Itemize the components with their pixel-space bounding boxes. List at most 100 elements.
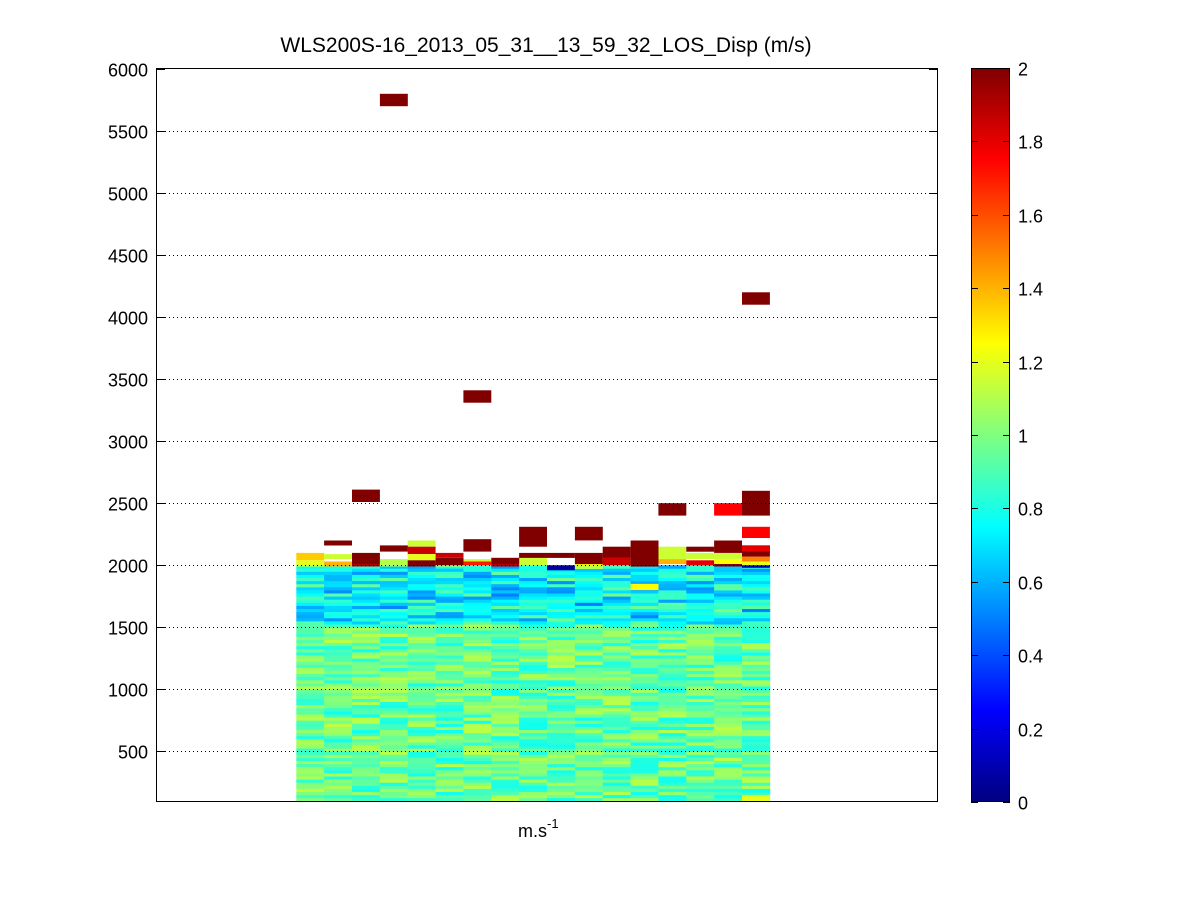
heatmap-cell (379, 667, 409, 671)
heatmap-cell (686, 593, 715, 597)
heatmap-cell (658, 766, 687, 771)
heatmap-cell (379, 714, 409, 718)
heatmap-cell (686, 770, 715, 774)
heatmap-cell (602, 583, 631, 588)
heatmap-cell (491, 565, 520, 569)
heatmap-cell (296, 652, 325, 656)
heatmap-cell (352, 655, 381, 659)
heatmap-cell (435, 571, 464, 575)
heatmap-cell (658, 596, 687, 600)
heatmap-cell (324, 723, 353, 727)
heatmap-cell (714, 618, 743, 622)
heatmap-cell (324, 568, 353, 572)
heatmap-cell (435, 782, 464, 786)
heatmap-cell (742, 658, 771, 662)
heatmap-cell (296, 729, 325, 734)
heatmap-cell (519, 645, 548, 650)
heatmap-cell (602, 739, 631, 743)
heatmap-cell (742, 621, 771, 625)
heatmap-cell (463, 735, 492, 740)
heatmap-cell (324, 596, 353, 600)
heatmap-cell (714, 676, 743, 681)
heatmap-cell (602, 618, 631, 622)
heatmap-cell (686, 624, 715, 628)
heatmap-cell (463, 596, 492, 600)
heatmap-cell (714, 782, 743, 786)
heatmap-cell (742, 593, 771, 597)
heatmap-cell (574, 661, 604, 665)
heatmap-cell (630, 751, 659, 755)
heatmap-cell (658, 611, 687, 616)
heatmap-cell (519, 557, 547, 566)
heatmap-cell (407, 726, 436, 730)
heatmap-cell (435, 689, 464, 693)
heatmap-cell (658, 655, 687, 659)
heatmap-cell (379, 621, 409, 625)
heatmap-cell (742, 565, 770, 568)
heatmap-cell (658, 714, 687, 718)
heatmap-cell (658, 661, 687, 665)
heatmap-cell (686, 782, 715, 786)
heatmap-cell (714, 568, 743, 572)
heatmap-cell (435, 701, 464, 706)
heatmap-cell (352, 605, 381, 609)
heatmap-cell (630, 673, 659, 678)
heatmap-cell (379, 624, 409, 628)
heatmap-cell (491, 645, 520, 650)
heatmap-cell (519, 602, 548, 606)
heatmap-cell (407, 655, 436, 659)
heatmap-cell (686, 580, 715, 585)
heatmap-cell (379, 664, 409, 668)
heatmap-cell (742, 551, 770, 557)
heatmap-cell (519, 726, 548, 730)
heatmap-cell (742, 590, 771, 594)
heatmap-cell (463, 568, 492, 572)
heatmap-cell (602, 788, 631, 792)
heatmap-cell (574, 707, 604, 712)
heatmap-cell (658, 779, 687, 783)
heatmap-cell (296, 580, 325, 585)
heatmap-cell (296, 590, 325, 594)
heatmap-cell (491, 726, 520, 730)
heatmap-cell (296, 739, 325, 743)
heatmap-cell (379, 779, 409, 783)
y-axis-ticks: 500 1000 1500 2000 2500 3000 3500 4000 4500 5000 5… (108, 61, 937, 763)
heatmap-cell (686, 596, 715, 600)
heatmap-cell (324, 614, 353, 619)
heatmap-cell (491, 599, 520, 603)
heatmap-cell (407, 686, 436, 690)
heatmap-cell (491, 779, 520, 783)
heatmap-cell (686, 776, 715, 780)
heatmap-cell (491, 773, 520, 777)
heatmap-cell (324, 726, 353, 730)
heatmap-cell (407, 624, 436, 628)
heatmap-cell (602, 655, 631, 659)
heatmap-cell (574, 797, 604, 802)
heatmap-cell (491, 692, 520, 696)
heatmap-cell (435, 583, 464, 588)
heatmap-cell (379, 608, 409, 613)
heatmap-cell (630, 611, 659, 616)
heatmap-cell (324, 711, 353, 715)
heatmap-cell (658, 633, 687, 637)
heatmap-cell (714, 791, 743, 796)
heatmap-cell (324, 779, 353, 783)
heatmap-cell (714, 590, 743, 594)
heatmap-cell (435, 794, 464, 799)
heatmap-cell (519, 766, 548, 771)
heatmap-cell (296, 565, 325, 569)
heatmap-cell (379, 754, 409, 758)
heatmap-cell (574, 621, 604, 625)
heatmap-cell (463, 676, 492, 681)
heatmap-cell (686, 714, 715, 718)
heatmap-cell (296, 735, 325, 740)
heatmap-cell (324, 624, 353, 628)
heatmap-cell (574, 676, 604, 681)
heatmap-cell (407, 540, 436, 547)
heatmap-cell (547, 618, 576, 622)
heatmap-cell (602, 670, 631, 675)
heatmap-cell (435, 726, 464, 730)
heatmap-cell (686, 683, 715, 687)
heatmap-cell (519, 571, 548, 575)
heatmap-cell (630, 797, 659, 802)
